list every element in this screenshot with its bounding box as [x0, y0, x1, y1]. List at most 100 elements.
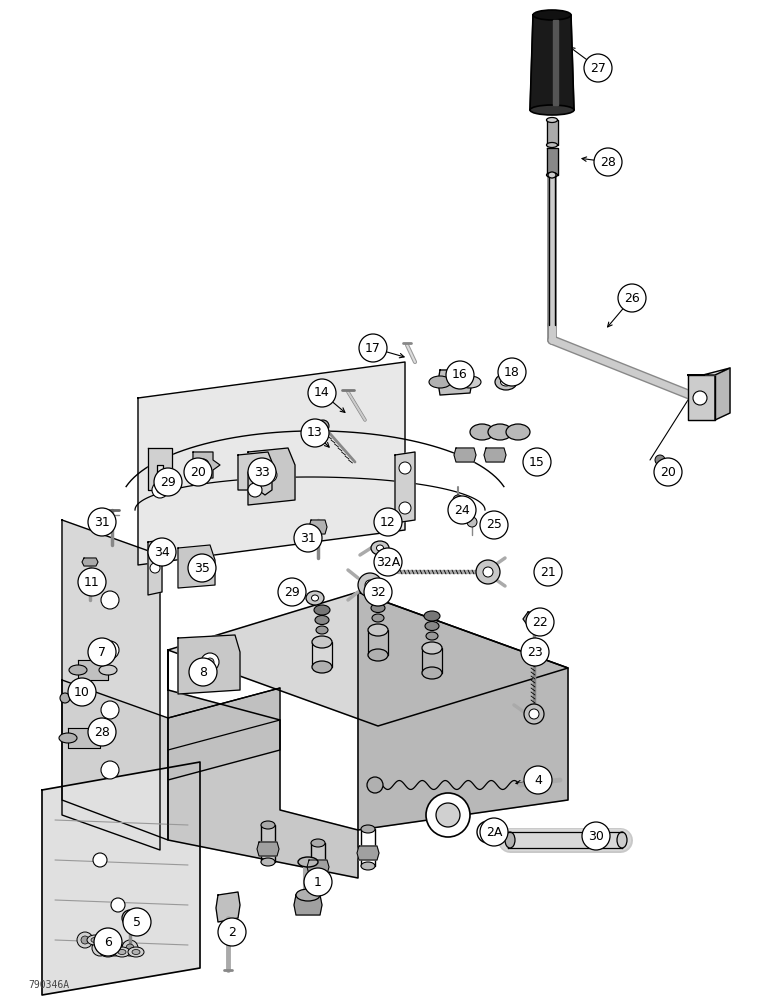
Circle shape	[218, 918, 246, 946]
Ellipse shape	[298, 857, 318, 867]
Ellipse shape	[312, 661, 332, 673]
Ellipse shape	[368, 624, 388, 636]
Circle shape	[654, 458, 682, 486]
Ellipse shape	[59, 733, 77, 743]
Polygon shape	[454, 448, 476, 462]
Circle shape	[150, 563, 160, 573]
Circle shape	[359, 334, 387, 362]
Circle shape	[594, 148, 622, 176]
Polygon shape	[358, 592, 568, 830]
Ellipse shape	[99, 665, 117, 675]
Circle shape	[78, 568, 106, 596]
Text: 10: 10	[74, 686, 90, 698]
Polygon shape	[547, 148, 558, 175]
Circle shape	[301, 419, 329, 447]
Circle shape	[101, 761, 119, 779]
Text: 29: 29	[284, 585, 300, 598]
Circle shape	[206, 658, 214, 666]
Text: 14: 14	[314, 386, 330, 399]
Circle shape	[521, 638, 549, 666]
Circle shape	[77, 932, 93, 948]
Circle shape	[126, 944, 134, 952]
Circle shape	[498, 358, 526, 386]
Polygon shape	[178, 635, 240, 694]
Circle shape	[529, 709, 539, 719]
Ellipse shape	[548, 172, 556, 178]
Polygon shape	[294, 895, 322, 915]
Ellipse shape	[91, 938, 99, 942]
Ellipse shape	[314, 605, 330, 615]
Circle shape	[523, 448, 551, 476]
Circle shape	[308, 379, 336, 407]
Circle shape	[92, 940, 108, 956]
Ellipse shape	[425, 621, 439, 631]
Ellipse shape	[500, 378, 512, 386]
Circle shape	[477, 821, 499, 843]
Circle shape	[88, 638, 116, 666]
Ellipse shape	[311, 839, 325, 847]
Circle shape	[655, 455, 665, 465]
Text: 22: 22	[532, 615, 548, 629]
Text: 28: 28	[600, 155, 616, 168]
Circle shape	[467, 517, 477, 527]
Text: 32: 32	[370, 585, 386, 598]
Ellipse shape	[422, 667, 442, 679]
Text: 8: 8	[199, 666, 207, 678]
Ellipse shape	[371, 541, 389, 555]
Ellipse shape	[459, 376, 481, 388]
Ellipse shape	[104, 950, 112, 954]
Polygon shape	[523, 612, 545, 626]
Circle shape	[152, 482, 168, 498]
Circle shape	[111, 944, 119, 952]
Ellipse shape	[87, 935, 103, 945]
Ellipse shape	[617, 832, 627, 848]
Polygon shape	[168, 650, 358, 878]
Polygon shape	[257, 842, 279, 856]
Ellipse shape	[311, 595, 319, 601]
Ellipse shape	[426, 632, 438, 640]
Circle shape	[584, 54, 612, 82]
Ellipse shape	[377, 545, 384, 551]
Circle shape	[201, 653, 219, 671]
Text: 1: 1	[314, 876, 322, 888]
Ellipse shape	[261, 858, 275, 866]
Circle shape	[96, 944, 104, 952]
Circle shape	[88, 718, 116, 746]
Ellipse shape	[547, 172, 557, 178]
Text: 24: 24	[454, 504, 470, 516]
Text: 34: 34	[154, 546, 170, 558]
Ellipse shape	[312, 636, 332, 648]
Circle shape	[93, 853, 107, 867]
Circle shape	[304, 868, 332, 896]
Ellipse shape	[296, 889, 320, 901]
Ellipse shape	[114, 947, 130, 957]
Ellipse shape	[361, 825, 375, 833]
Text: 5: 5	[133, 916, 141, 928]
Ellipse shape	[506, 424, 530, 440]
Circle shape	[448, 496, 476, 524]
Circle shape	[184, 458, 212, 486]
Polygon shape	[193, 452, 220, 478]
Circle shape	[154, 468, 182, 496]
Ellipse shape	[547, 117, 557, 122]
Text: 21: 21	[540, 566, 556, 578]
Text: 7: 7	[98, 646, 106, 658]
Circle shape	[122, 940, 138, 956]
Ellipse shape	[306, 591, 324, 605]
Circle shape	[188, 554, 216, 582]
Circle shape	[94, 928, 122, 956]
Circle shape	[190, 562, 202, 574]
Text: 11: 11	[84, 576, 100, 588]
Circle shape	[526, 608, 554, 636]
Ellipse shape	[315, 615, 329, 624]
Circle shape	[122, 910, 138, 926]
Text: 16: 16	[452, 368, 468, 381]
Text: 23: 23	[527, 646, 543, 658]
Circle shape	[60, 693, 70, 703]
Circle shape	[107, 940, 123, 956]
Text: 29: 29	[160, 476, 176, 488]
Text: 31: 31	[94, 516, 110, 528]
Polygon shape	[168, 592, 568, 726]
Circle shape	[128, 913, 142, 927]
Polygon shape	[395, 452, 415, 523]
